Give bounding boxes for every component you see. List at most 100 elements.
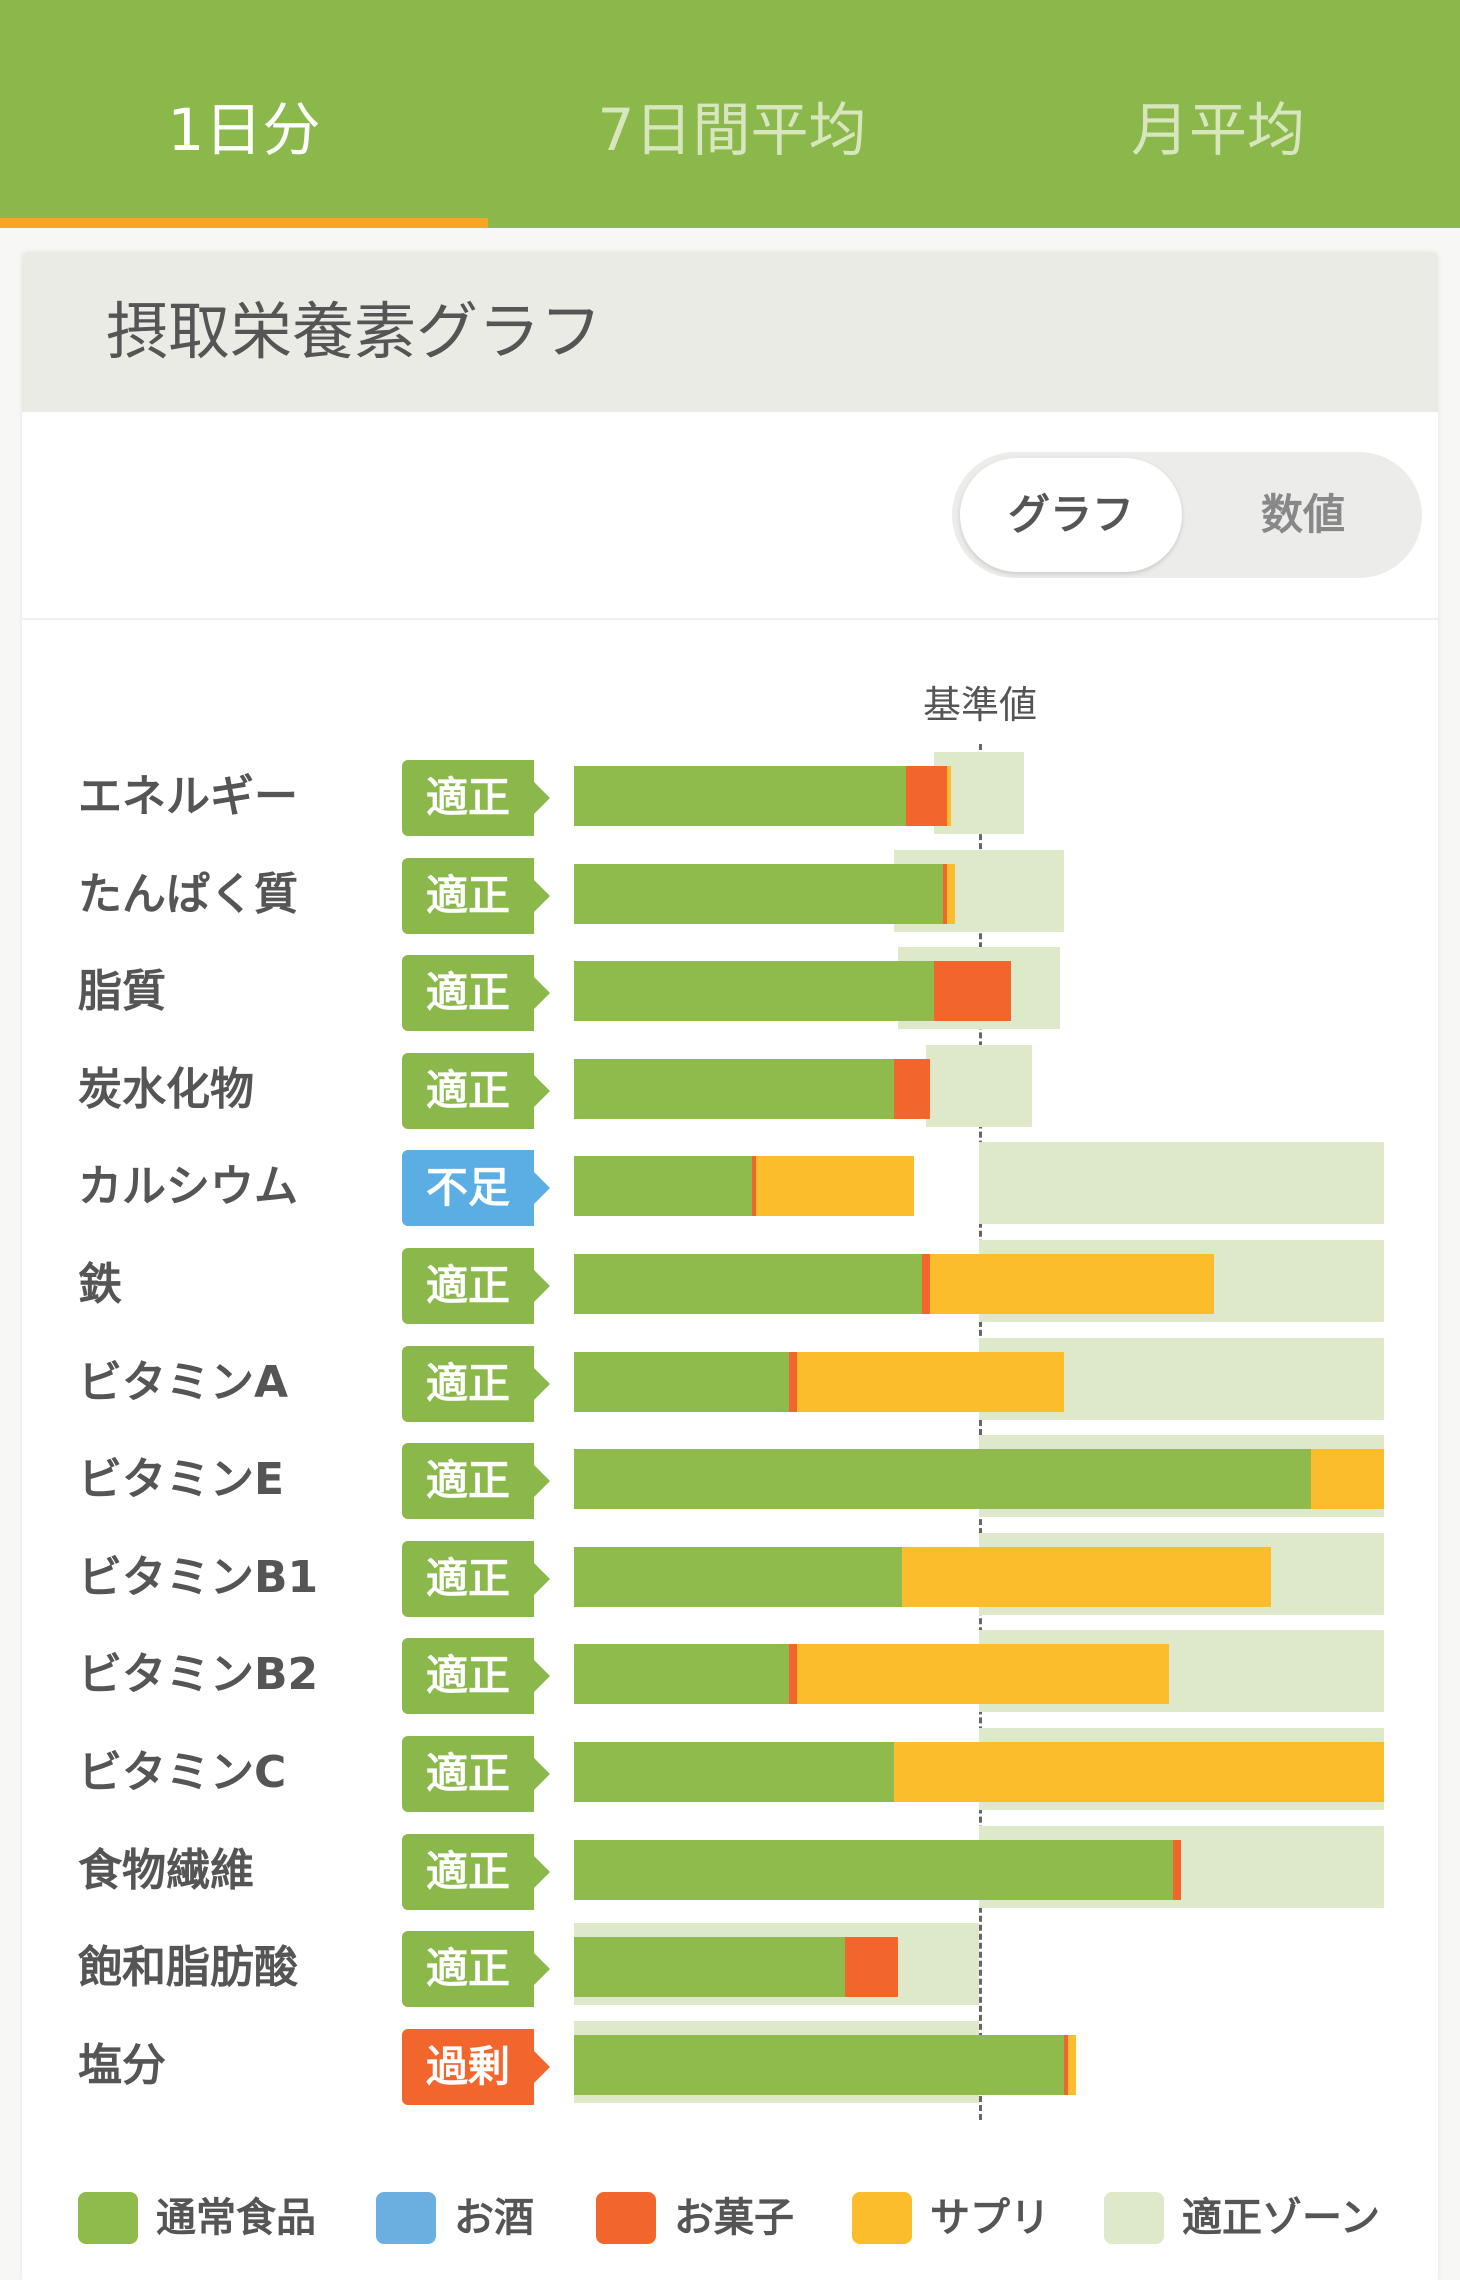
- divider: [22, 618, 1438, 620]
- bar-segment: [574, 863, 943, 924]
- status-badge: 適正: [402, 1736, 550, 1812]
- nutrient-label: 脂質: [78, 966, 166, 1018]
- bar-segment: [946, 863, 955, 924]
- nutrient-label: 飽和脂肪酸: [78, 1942, 298, 1994]
- status-badge: 適正: [402, 1931, 550, 2008]
- status-badge: 適正: [402, 1833, 550, 1910]
- nutrient-label: エネルギー: [78, 771, 298, 822]
- bar-segment: [574, 1449, 1312, 1510]
- bar-segment: [845, 1937, 898, 1998]
- card-title: 摂取栄養素グラフ: [106, 295, 603, 368]
- legend-label: お菓子: [674, 2195, 794, 2241]
- chart-legend: 通常食品 お酒 お菓子 サプリ 適正ゾーン: [0, 2184, 1460, 2254]
- status-badge: 適正: [402, 1638, 550, 1715]
- bar-segment: [893, 1058, 931, 1119]
- bar-segment: [1068, 2034, 1077, 2095]
- status-badge: 適正: [402, 1443, 550, 1520]
- nutrient-row: ビタミンC 適正: [0, 1724, 1460, 1822]
- tab-seven-day-average[interactable]: 7日間平均: [597, 96, 867, 164]
- nutrient-row: カルシウム 不足: [0, 1138, 1460, 1236]
- bar-segment: [574, 1839, 1174, 1900]
- bar-segment: [756, 1156, 915, 1217]
- legend-swatch: [852, 2192, 912, 2244]
- nutrient-label: ビタミンA: [78, 1356, 289, 1408]
- nutrient-row: ビタミンA 適正: [0, 1334, 1460, 1432]
- bar-segment: [752, 1156, 757, 1217]
- nutrient-row: エネルギー 適正: [0, 748, 1460, 846]
- bar-segment: [574, 1644, 789, 1705]
- nutrient-row: 鉄 適正: [0, 1236, 1460, 1334]
- reference-line: [979, 744, 982, 2120]
- nutrient-row: ビタミンB1 適正: [0, 1529, 1460, 1627]
- tab-monthly-average[interactable]: 月平均: [1130, 96, 1305, 164]
- toggle-graph-button[interactable]: グラフ: [960, 458, 1182, 572]
- tab-one-day[interactable]: 1日分: [167, 96, 321, 164]
- status-badge: 適正: [402, 955, 550, 1032]
- bar-segment: [574, 1058, 894, 1119]
- nutrient-label: 食物繊維: [78, 1844, 254, 1896]
- status-badge: 適正: [402, 760, 550, 836]
- status-badge: 適正: [402, 1345, 550, 1422]
- bar-segment: [946, 766, 951, 826]
- nutrient-label: ビタミンB2: [78, 1649, 319, 1701]
- bar-segment: [1173, 1839, 1182, 1900]
- legend-label: 通常食品: [156, 2195, 316, 2241]
- bar-segment: [796, 1351, 1065, 1412]
- legend-swatch: [596, 2192, 656, 2244]
- bar-segment: [922, 1254, 931, 1314]
- legend-label: 適正ゾーン: [1182, 2195, 1380, 2241]
- bar-segment: [574, 766, 907, 826]
- bar-segment: [574, 2034, 1065, 2095]
- nutrient-label: ビタミンC: [78, 1747, 287, 1798]
- nutrient-label: 塩分: [78, 2039, 166, 2091]
- bar-segment: [934, 961, 1012, 1022]
- legend-label: お酒: [454, 2195, 534, 2241]
- bar-segment: [574, 1742, 894, 1802]
- bar-segment: [1311, 1449, 1384, 1510]
- bar-segment: [574, 1546, 903, 1607]
- nutrient-row: 脂質 適正: [0, 943, 1460, 1041]
- legend-swatch: [78, 2192, 138, 2244]
- status-badge: 適正: [402, 857, 550, 934]
- status-badge: 不足: [402, 1150, 550, 1227]
- nutrient-row: 炭水化物 適正: [0, 1041, 1460, 1139]
- bar-segment: [574, 1254, 923, 1314]
- nutrient-row: 塩分 過剰: [0, 2017, 1460, 2115]
- nutrient-row: ビタミンB2 適正: [0, 1626, 1460, 1724]
- active-tab-indicator: [0, 218, 488, 228]
- bar-segment: [893, 1742, 1384, 1802]
- view-toggle: グラフ 数値: [952, 452, 1422, 578]
- bar-segment: [574, 1156, 753, 1217]
- proper-zone-band: [926, 1044, 1032, 1127]
- bar-segment: [788, 1644, 797, 1705]
- card-header: 摂取栄養素グラフ: [22, 252, 1438, 412]
- bar-segment: [1064, 2034, 1069, 2095]
- bar-segment: [574, 1937, 846, 1998]
- nutrient-row: ビタミンE 適正: [0, 1431, 1460, 1529]
- legend-label: サプリ: [930, 2195, 1050, 2241]
- nutrient-row: 飽和脂肪酸 適正: [0, 1919, 1460, 2017]
- nutrient-label: たんぱく質: [78, 868, 298, 920]
- status-badge: 適正: [402, 1052, 550, 1129]
- nutrient-row: たんぱく質 適正: [0, 846, 1460, 944]
- bar-segment: [942, 863, 947, 924]
- legend-swatch: [1104, 2192, 1164, 2244]
- nutrient-label: 鉄: [78, 1259, 122, 1310]
- bar-segment: [788, 1351, 797, 1412]
- bar-segment: [902, 1546, 1271, 1607]
- top-tab-bar: 1日分 7日間平均 月平均: [0, 0, 1460, 228]
- bar-segment: [906, 766, 947, 826]
- nutrient-label: ビタミンE: [78, 1454, 285, 1506]
- bar-segment: [796, 1644, 1170, 1705]
- proper-zone-band: [979, 1142, 1384, 1225]
- legend-swatch: [376, 2192, 436, 2244]
- toggle-values-button[interactable]: 数値: [1260, 490, 1345, 539]
- nutrient-label: ビタミンB1: [78, 1551, 319, 1603]
- nutrient-label: 炭水化物: [78, 1063, 254, 1115]
- nutrient-label: カルシウム: [78, 1161, 298, 1213]
- bar-segment: [930, 1254, 1214, 1314]
- bar-segment: [574, 961, 935, 1022]
- nutrient-row: 食物繊維 適正: [0, 1822, 1460, 1920]
- status-badge: 適正: [402, 1540, 550, 1617]
